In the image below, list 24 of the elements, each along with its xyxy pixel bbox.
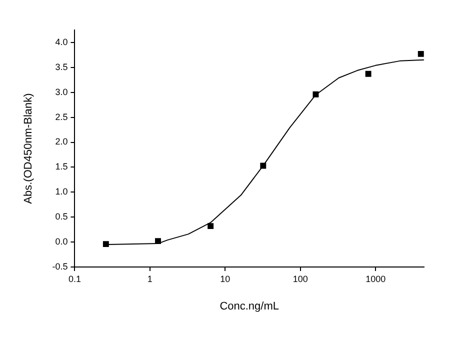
y-axis-title: Abs.(OD450nm-Blank) <box>22 93 35 204</box>
x-tick-label: 100 <box>292 274 308 284</box>
y-tick-label: 0.0 <box>55 236 68 247</box>
point <box>312 91 319 98</box>
y-tick-label: 3.0 <box>55 86 68 97</box>
y-tick-label: 1.0 <box>55 186 68 197</box>
y-tick-label: -0.5 <box>52 261 68 272</box>
y-tick-label: 3.5 <box>55 62 68 72</box>
x-tick-label: 10 <box>220 274 230 284</box>
point <box>208 223 214 230</box>
y-tick-label: 2.5 <box>55 112 68 122</box>
x-tick-label: 0.1 <box>68 274 81 284</box>
point <box>102 241 109 248</box>
y-tick-label: 4.0 <box>55 36 68 47</box>
x-axis-title: Conc.ng/mL <box>220 300 280 312</box>
y-tick-label: 0.5 <box>55 212 68 222</box>
y-tick-label: 2.0 <box>55 136 68 147</box>
point <box>155 238 161 244</box>
point <box>365 70 372 77</box>
x-tick-label: 1 <box>147 274 152 284</box>
y-tick-label: 1.5 <box>55 162 68 172</box>
point <box>418 50 424 57</box>
x-tick-label: 1000 <box>366 274 386 284</box>
point <box>260 162 266 169</box>
